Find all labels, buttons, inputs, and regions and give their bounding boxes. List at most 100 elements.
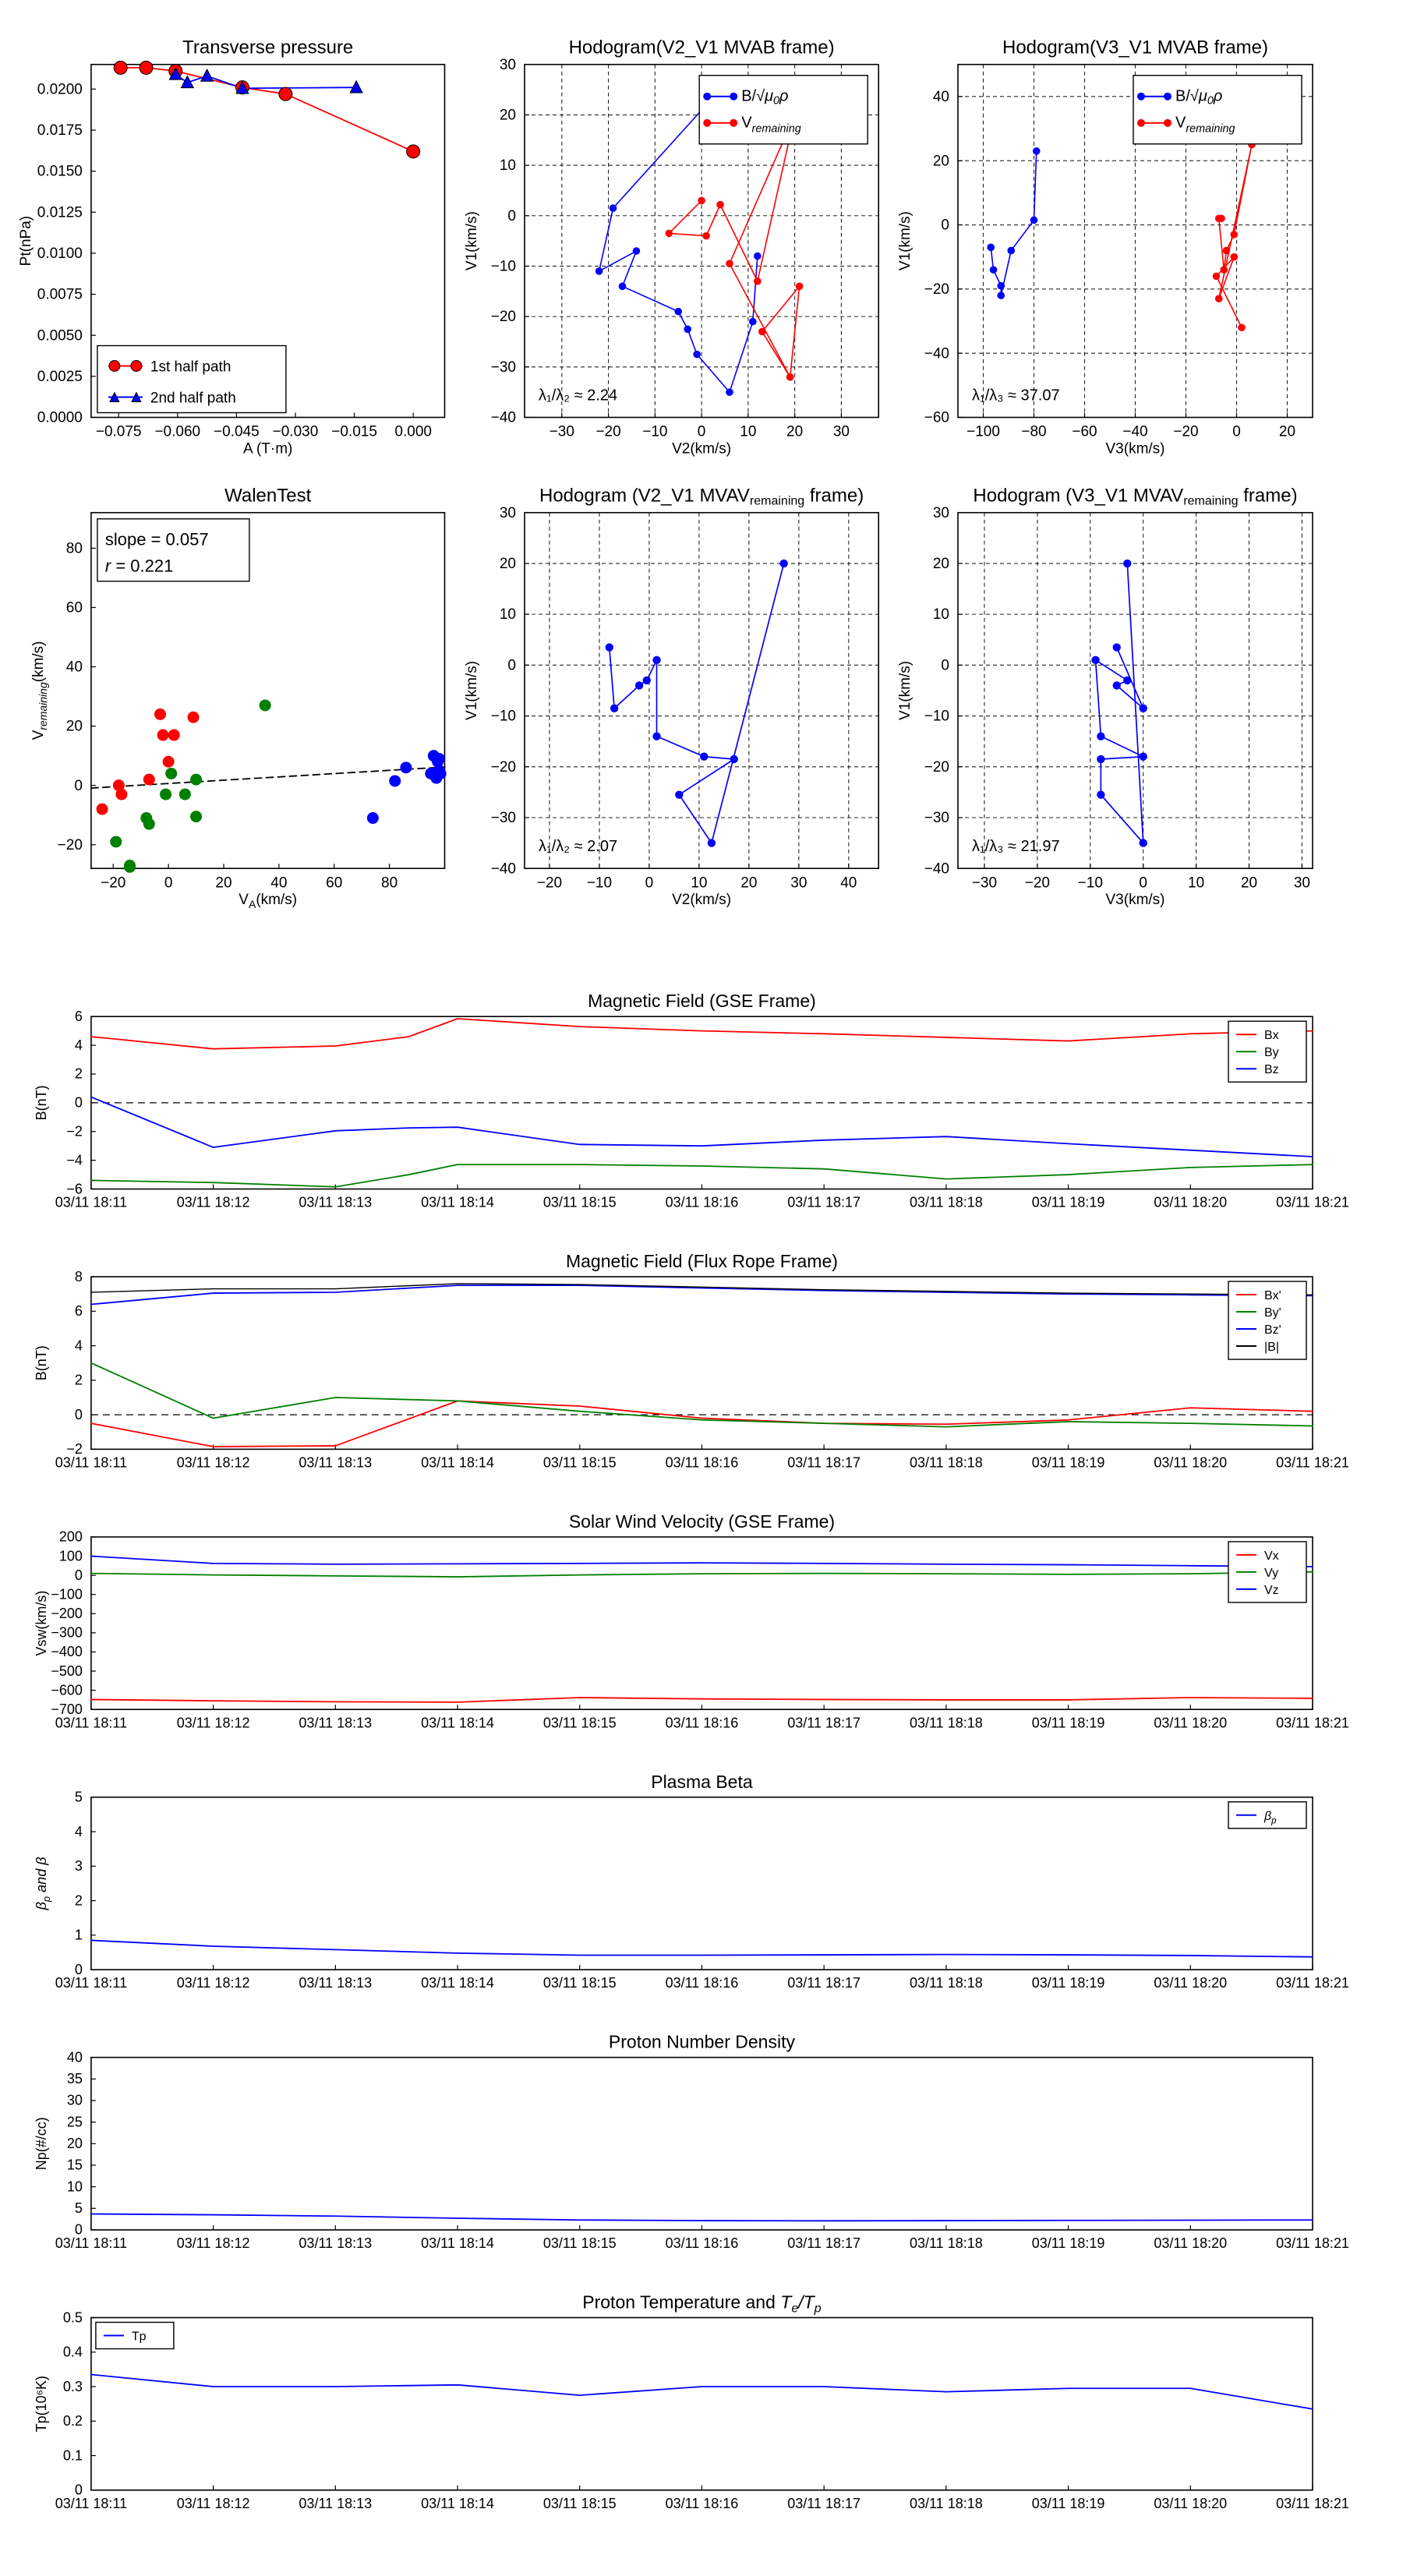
svg-text:0: 0 bbox=[75, 1095, 83, 1111]
svg-text:0: 0 bbox=[941, 657, 949, 673]
svg-text:100: 100 bbox=[59, 1548, 83, 1564]
svg-text:03/11 18:21: 03/11 18:21 bbox=[1276, 1715, 1349, 1730]
svg-text:03/11 18:21: 03/11 18:21 bbox=[1276, 2235, 1349, 2251]
svg-text:λ₁/λ₂ ≈ 2.24: λ₁/λ₂ ≈ 2.24 bbox=[539, 387, 617, 405]
svg-text:−20: −20 bbox=[924, 759, 949, 776]
svg-text:03/11 18:16: 03/11 18:16 bbox=[666, 1195, 739, 1210]
svg-text:0: 0 bbox=[941, 217, 949, 234]
svg-text:03/11 18:19: 03/11 18:19 bbox=[1032, 1195, 1105, 1210]
svg-text:Bz: Bz bbox=[1264, 1063, 1279, 1076]
svg-text:30: 30 bbox=[500, 505, 516, 521]
svg-text:B(nT): B(nT) bbox=[34, 1085, 49, 1120]
svg-text:0: 0 bbox=[75, 2482, 83, 2498]
svg-text:03/11 18:21: 03/11 18:21 bbox=[1276, 2496, 1349, 2511]
svg-text:Hodogram(V2_V1 MVAB frame): Hodogram(V2_V1 MVAB frame) bbox=[569, 37, 835, 58]
svg-text:03/11 18:20: 03/11 18:20 bbox=[1154, 2235, 1227, 2251]
svg-text:03/11 18:21: 03/11 18:21 bbox=[1276, 1454, 1349, 1470]
svg-text:−30: −30 bbox=[550, 424, 574, 440]
svg-text:−10: −10 bbox=[491, 259, 516, 275]
svg-text:03/11 18:19: 03/11 18:19 bbox=[1032, 1975, 1105, 1991]
svg-text:0.0025: 0.0025 bbox=[37, 369, 83, 385]
svg-text:30: 30 bbox=[933, 505, 949, 521]
svg-text:35: 35 bbox=[67, 2071, 83, 2087]
svg-text:−4: −4 bbox=[66, 1152, 83, 1168]
svg-text:−10: −10 bbox=[491, 708, 516, 725]
svg-text:Proton Temperature and Te/Tp: Proton Temperature and Te/Tp bbox=[582, 2292, 821, 2316]
svg-text:40: 40 bbox=[933, 89, 949, 105]
svg-text:25: 25 bbox=[67, 2114, 83, 2129]
svg-text:0: 0 bbox=[1232, 424, 1241, 440]
svg-text:0.0200: 0.0200 bbox=[37, 81, 83, 97]
svg-text:20: 20 bbox=[1279, 424, 1295, 440]
svg-text:−2: −2 bbox=[66, 1123, 83, 1139]
svg-text:λ₁/λ₃ ≈ 37.07: λ₁/λ₃ ≈ 37.07 bbox=[972, 387, 1060, 405]
svg-text:03/11 18:15: 03/11 18:15 bbox=[543, 1195, 617, 1210]
svg-text:−10: −10 bbox=[1078, 875, 1103, 891]
svg-text:03/11 18:18: 03/11 18:18 bbox=[910, 1195, 983, 1210]
svg-text:Tp(10⁶K): Tp(10⁶K) bbox=[34, 2376, 49, 2432]
svg-text:0: 0 bbox=[1139, 875, 1147, 891]
svg-text:−400: −400 bbox=[51, 1644, 83, 1659]
svg-text:0.0175: 0.0175 bbox=[37, 122, 83, 139]
svg-text:03/11 18:11: 03/11 18:11 bbox=[55, 1715, 127, 1730]
svg-text:Bx': Bx' bbox=[1264, 1289, 1281, 1302]
svg-text:10: 10 bbox=[740, 424, 756, 440]
svg-text:By: By bbox=[1264, 1046, 1279, 1059]
svg-text:5: 5 bbox=[75, 1790, 83, 1805]
svg-text:30: 30 bbox=[67, 2093, 83, 2108]
svg-text:03/11 18:12: 03/11 18:12 bbox=[177, 1715, 250, 1730]
svg-text:−20: −20 bbox=[595, 424, 620, 440]
svg-text:5: 5 bbox=[75, 2200, 83, 2216]
svg-text:60: 60 bbox=[326, 875, 342, 891]
svg-text:03/11 18:12: 03/11 18:12 bbox=[177, 1195, 250, 1210]
svg-text:−40: −40 bbox=[924, 860, 949, 877]
svg-text:−100: −100 bbox=[51, 1586, 83, 1602]
svg-text:0: 0 bbox=[645, 875, 654, 891]
svg-text:r = 0.221: r = 0.221 bbox=[105, 557, 173, 576]
svg-text:2nd half path: 2nd half path bbox=[150, 390, 236, 407]
svg-text:20: 20 bbox=[1241, 875, 1257, 891]
svg-text:0.0150: 0.0150 bbox=[37, 164, 83, 180]
svg-text:60: 60 bbox=[66, 600, 83, 617]
svg-text:B(nT): B(nT) bbox=[34, 1345, 49, 1380]
svg-text:03/11 18:13: 03/11 18:13 bbox=[299, 2496, 372, 2511]
svg-text:03/11 18:13: 03/11 18:13 bbox=[299, 1975, 372, 1991]
svg-text:0: 0 bbox=[698, 424, 706, 440]
svg-text:WalenTest: WalenTest bbox=[224, 486, 311, 507]
svg-text:−20: −20 bbox=[491, 309, 516, 325]
svg-text:03/11 18:14: 03/11 18:14 bbox=[421, 2496, 494, 2511]
svg-text:03/11 18:15: 03/11 18:15 bbox=[543, 1454, 617, 1470]
svg-text:−40: −40 bbox=[924, 345, 949, 362]
svg-text:Vy: Vy bbox=[1264, 1567, 1278, 1580]
svg-text:−60: −60 bbox=[1072, 424, 1097, 440]
svg-text:0.0125: 0.0125 bbox=[37, 204, 83, 221]
svg-text:λ₁/λ₃ ≈ 21.97: λ₁/λ₃ ≈ 21.97 bbox=[972, 838, 1060, 855]
svg-text:Hodogram (V2_V1 MVAVremaining: Hodogram (V2_V1 MVAVremaining frame) bbox=[539, 486, 864, 508]
svg-text:10: 10 bbox=[500, 157, 516, 174]
svg-text:20: 20 bbox=[66, 719, 83, 735]
svg-text:−0.075: −0.075 bbox=[96, 424, 142, 440]
svg-text:03/11 18:12: 03/11 18:12 bbox=[177, 2235, 250, 2251]
svg-text:03/11 18:14: 03/11 18:14 bbox=[421, 1975, 494, 1991]
svg-text:2: 2 bbox=[75, 1892, 83, 1908]
svg-text:03/11 18:19: 03/11 18:19 bbox=[1032, 1454, 1105, 1470]
svg-text:03/11 18:20: 03/11 18:20 bbox=[1154, 1975, 1227, 1991]
svg-text:By': By' bbox=[1264, 1306, 1281, 1320]
svg-text:03/11 18:14: 03/11 18:14 bbox=[421, 1715, 494, 1730]
svg-text:03/11 18:17: 03/11 18:17 bbox=[787, 1715, 861, 1730]
svg-text:VA(km/s): VA(km/s) bbox=[239, 892, 297, 910]
svg-text:10: 10 bbox=[933, 606, 949, 623]
svg-text:03/11 18:17: 03/11 18:17 bbox=[787, 1454, 861, 1470]
svg-text:03/11 18:11: 03/11 18:11 bbox=[55, 2496, 127, 2511]
svg-text:03/11 18:13: 03/11 18:13 bbox=[299, 1454, 372, 1470]
svg-text:−0.060: −0.060 bbox=[154, 424, 200, 440]
svg-text:1: 1 bbox=[75, 1928, 83, 1943]
svg-text:Tp: Tp bbox=[132, 2330, 147, 2344]
svg-text:Bx: Bx bbox=[1264, 1029, 1279, 1042]
svg-text:−20: −20 bbox=[1173, 424, 1198, 440]
svg-text:8: 8 bbox=[75, 1269, 83, 1284]
svg-text:40: 40 bbox=[840, 875, 857, 891]
svg-text:V2(km/s): V2(km/s) bbox=[672, 441, 731, 458]
svg-text:03/11 18:20: 03/11 18:20 bbox=[1154, 1715, 1227, 1730]
svg-text:V2(km/s): V2(km/s) bbox=[672, 892, 731, 908]
